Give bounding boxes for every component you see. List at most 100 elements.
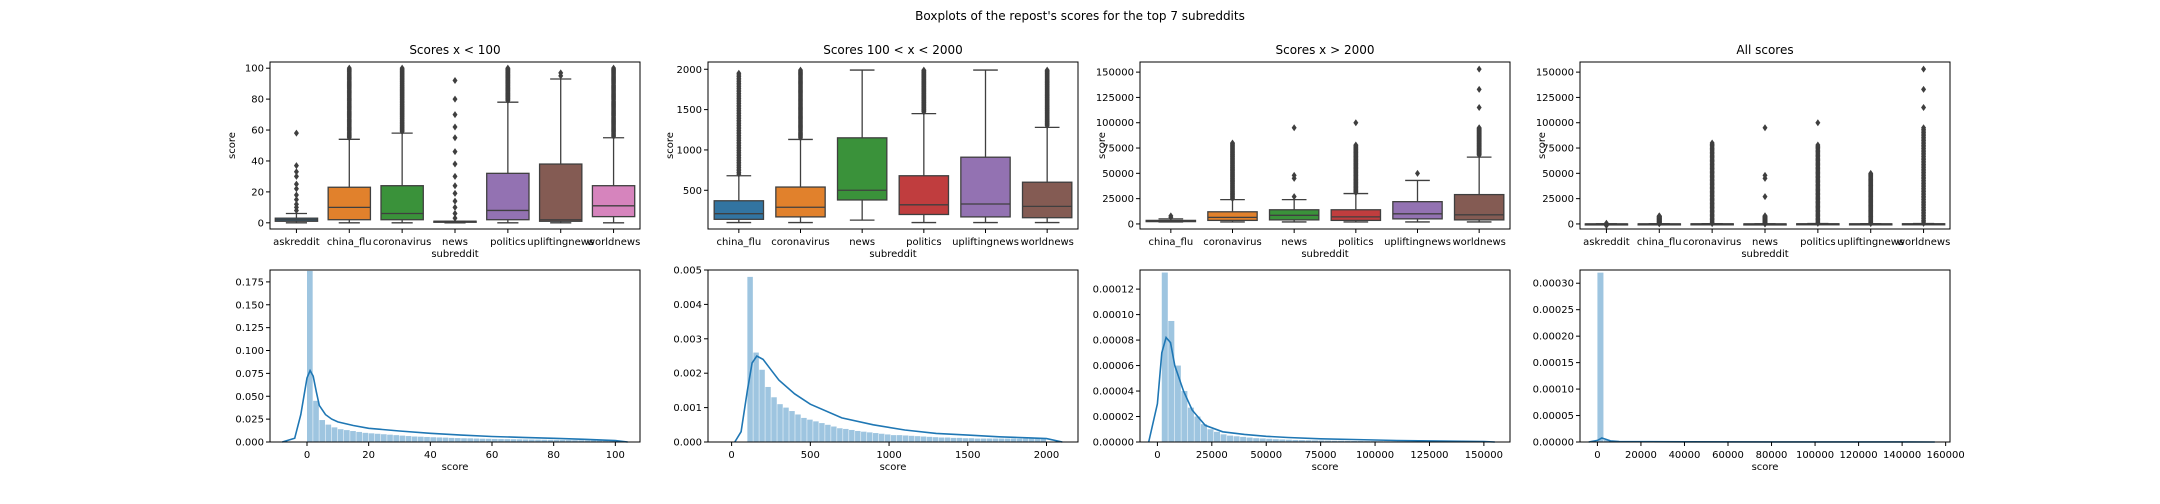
outlier-point <box>1291 124 1297 132</box>
outlier-point <box>1815 119 1821 127</box>
histogram-bar <box>1344 440 1351 442</box>
y-tick-label: 60 <box>251 126 264 137</box>
histogram-bar <box>855 430 861 442</box>
x-tick-label: 60000 <box>1712 450 1744 461</box>
x-tick-label: china_flu <box>1148 237 1193 248</box>
box-body <box>1392 201 1443 220</box>
histogram-bar <box>950 437 957 442</box>
y-tick-label: 150000 <box>1096 68 1134 79</box>
y-tick-label: 0.050 <box>235 392 264 403</box>
histogram-bar <box>1161 272 1168 442</box>
x-tick-label: worldnews <box>1020 237 1073 248</box>
outlier-point <box>452 172 458 180</box>
outlier-point <box>452 189 458 197</box>
histogram-bar <box>956 437 963 442</box>
boxplot-chart: 0 20 40 60 80 100 score Scores x < 100 askreddit… <box>227 43 641 260</box>
kde-line <box>734 354 1063 443</box>
axes-frame <box>1579 61 1951 230</box>
y-tick-label: 100000 <box>1536 118 1574 129</box>
histogram-bar <box>1227 435 1234 442</box>
y-tick-label: 75000 <box>1102 144 1134 155</box>
x-tick-label: 1000 <box>876 450 901 461</box>
outlier-point <box>1044 66 1050 74</box>
box-news <box>1743 124 1787 228</box>
box-news <box>433 77 477 224</box>
histogram-bar <box>436 437 443 442</box>
x-tick-label: politics <box>1338 237 1373 248</box>
box-body <box>1207 211 1258 222</box>
histogram-bar <box>455 438 461 442</box>
histogram-bar <box>938 437 945 442</box>
histogram-bar <box>547 439 554 442</box>
y-tick-label: 0.00002 <box>1093 412 1134 423</box>
x-tick-label: coronavirus <box>373 237 431 248</box>
y-tick-label: 0.100 <box>235 346 264 357</box>
outlier-point <box>293 168 299 176</box>
histogram-bar <box>1298 440 1305 442</box>
box-china_flu <box>1637 212 1682 228</box>
box-body <box>591 185 636 218</box>
y-tick-label: 80 <box>251 95 264 106</box>
x-tick-label: 0 <box>1594 450 1600 461</box>
outlier-point <box>1168 212 1174 220</box>
outlier-point <box>1762 171 1768 179</box>
x-tick-label: 75000 <box>1305 450 1337 461</box>
histogram-bar <box>1285 439 1292 442</box>
y-tick-label: 0.00010 <box>1093 310 1134 321</box>
outlier-point <box>452 95 458 103</box>
x-tick-label: 25000 <box>1196 450 1228 461</box>
outlier-point <box>1921 104 1927 112</box>
chart-title: Scores 100 < x < 2000 <box>823 43 963 57</box>
y-tick-label: 0.002 <box>673 369 702 380</box>
y-tick-label: 0.00000 <box>1533 438 1574 449</box>
subplots: 0 20 40 60 80 100 score Scores x < 100 askreddit… <box>227 43 1965 473</box>
outlier-point <box>293 200 299 208</box>
outlier-point <box>1762 212 1768 220</box>
chart-title: All scores <box>1736 43 1793 57</box>
x-tick-label: 0 <box>728 450 734 461</box>
histogram-bar <box>418 436 424 442</box>
box-worldnews <box>591 64 636 224</box>
x-tick-label: news <box>849 237 875 248</box>
y-axis-label: score <box>1097 132 1108 159</box>
y-tick-label: 0.000 <box>235 438 264 449</box>
y-tick-label: 0 <box>1128 219 1134 230</box>
outlier-point <box>452 111 458 119</box>
box-upliftingnews <box>960 69 1011 224</box>
x-tick-label: coronavirus <box>1683 237 1741 248</box>
histogram-bar <box>1034 438 1041 442</box>
histogram-bar <box>307 270 313 442</box>
box-askreddit <box>1584 219 1629 229</box>
x-axis-label: score <box>1752 462 1779 473</box>
histogram-bar <box>795 414 801 442</box>
histogram-bar <box>1338 440 1345 442</box>
box-politics <box>1330 119 1382 223</box>
histogram-bar <box>473 438 480 442</box>
outlier-point <box>1921 85 1927 93</box>
x-tick-label: 0 <box>304 450 310 461</box>
y-tick-label: 0.175 <box>235 277 264 288</box>
y-tick-label: 20 <box>251 187 264 198</box>
outlier-point <box>1476 124 1482 132</box>
histogram-bar <box>861 431 867 442</box>
histogram-chart: 0.00000 0.00005 0.00010 0.00015 0.00020 0.000… <box>1533 269 1965 473</box>
histogram-bar <box>603 440 609 442</box>
y-tick-label: 125000 <box>1536 93 1574 104</box>
histogram-bar <box>578 440 584 442</box>
x-tick-label: 125000 <box>1410 450 1448 461</box>
outlier-point <box>293 185 299 193</box>
outlier-point <box>1762 193 1768 201</box>
x-tick-label: 100 <box>606 450 625 461</box>
histogram-bar <box>1174 365 1181 442</box>
outlier-point <box>452 123 458 131</box>
outlier-point <box>505 64 511 72</box>
box-china_flu <box>1145 212 1197 223</box>
histogram-bar <box>541 439 547 442</box>
histogram-bar <box>807 419 813 442</box>
histogram-bar <box>319 420 325 442</box>
axes-frame <box>1139 61 1511 230</box>
box-body <box>775 186 826 218</box>
outlier-point <box>452 134 458 142</box>
y-axis-label: score <box>1537 132 1548 159</box>
y-tick-label: 0.001 <box>673 403 702 414</box>
